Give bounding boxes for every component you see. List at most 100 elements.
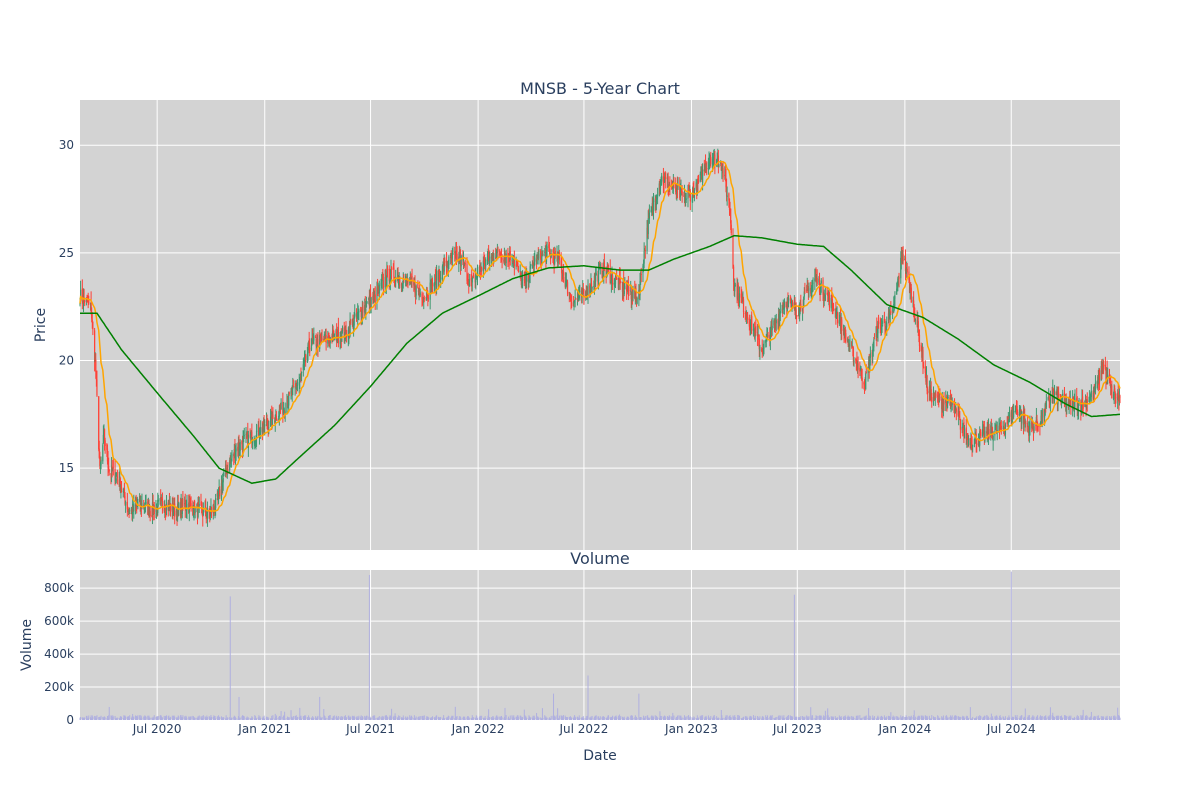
volume-bar bbox=[276, 718, 278, 720]
volume-bar bbox=[623, 716, 625, 720]
candle-body bbox=[1002, 427, 1004, 430]
volume-bar bbox=[546, 717, 548, 720]
volume-bar bbox=[500, 715, 502, 720]
volume-bar bbox=[477, 718, 479, 720]
candle-body bbox=[623, 279, 625, 293]
volume-bar bbox=[800, 716, 802, 720]
volume-bar bbox=[1032, 717, 1034, 720]
volume-bar bbox=[880, 718, 882, 720]
volume-bar bbox=[1000, 717, 1002, 720]
candle-body bbox=[374, 294, 376, 303]
volume-bar bbox=[737, 717, 739, 720]
volume-bar bbox=[459, 718, 461, 720]
candle-body bbox=[766, 333, 769, 335]
candle-body bbox=[958, 413, 960, 419]
candle-body bbox=[828, 293, 831, 308]
candle-body bbox=[345, 325, 347, 330]
candle-body bbox=[758, 335, 760, 340]
volume-bar bbox=[499, 716, 501, 720]
candle-body bbox=[1119, 396, 1121, 398]
candle-body bbox=[523, 277, 525, 279]
candle-body bbox=[1045, 400, 1047, 408]
candle-body bbox=[605, 268, 607, 276]
volume-bar bbox=[913, 715, 915, 720]
volume-bar bbox=[807, 716, 809, 720]
volume-bar bbox=[917, 716, 919, 720]
volume-bar bbox=[391, 708, 393, 720]
volume-bar bbox=[1024, 717, 1026, 720]
volume-bar bbox=[680, 715, 682, 720]
volume-bar bbox=[713, 715, 715, 720]
volume-bar bbox=[848, 716, 850, 720]
volume-bar bbox=[225, 715, 227, 720]
volume-bar bbox=[631, 715, 633, 720]
candle-body bbox=[1094, 382, 1097, 390]
volume-bar bbox=[156, 716, 158, 720]
candle-body bbox=[174, 503, 176, 517]
candle-body bbox=[685, 198, 687, 200]
candle-body bbox=[837, 312, 839, 324]
volume-bar bbox=[235, 718, 237, 720]
volume-bar bbox=[1016, 715, 1018, 720]
volume-bar bbox=[1113, 717, 1115, 720]
volume-bar bbox=[992, 718, 994, 720]
volume-bar bbox=[1086, 716, 1088, 720]
volume-bar bbox=[1061, 717, 1063, 720]
volume-bar bbox=[737, 715, 739, 720]
candle-body bbox=[405, 277, 407, 279]
volume-bar bbox=[1023, 716, 1025, 720]
candle-body bbox=[311, 337, 313, 344]
volume-bar bbox=[822, 717, 824, 720]
volume-bar bbox=[927, 717, 929, 720]
volume-bar bbox=[209, 716, 211, 720]
volume-bar bbox=[382, 716, 384, 720]
candle-body bbox=[689, 191, 691, 202]
volume-bar bbox=[1078, 718, 1080, 720]
volume-bar bbox=[250, 718, 252, 720]
volume-bar bbox=[1081, 715, 1083, 720]
candle-body bbox=[573, 301, 575, 305]
candle-body bbox=[924, 366, 926, 373]
candle-body bbox=[597, 268, 600, 282]
volume-bar bbox=[607, 715, 609, 720]
volume-bar bbox=[740, 718, 742, 720]
volume-bar bbox=[632, 718, 634, 720]
volume-bar bbox=[501, 717, 503, 720]
volume-bar bbox=[417, 717, 419, 720]
candle-body bbox=[90, 300, 92, 313]
candle-body bbox=[306, 353, 309, 362]
candle-body bbox=[914, 318, 916, 321]
volume-bar bbox=[672, 718, 674, 720]
candle-body bbox=[92, 321, 94, 330]
candle-body bbox=[918, 330, 920, 334]
candle-body bbox=[953, 401, 955, 405]
candle-body bbox=[873, 338, 876, 340]
volume-bar bbox=[234, 716, 236, 720]
candle-body bbox=[718, 165, 720, 167]
volume-bar bbox=[902, 716, 904, 720]
volume-bar bbox=[921, 715, 923, 720]
volume-bar bbox=[226, 718, 228, 720]
volume-bar bbox=[471, 717, 473, 720]
volume-bar bbox=[747, 717, 749, 720]
volume-bar bbox=[1052, 716, 1054, 720]
candle-body bbox=[243, 437, 245, 439]
candle-body bbox=[336, 330, 338, 342]
candle-body bbox=[609, 268, 611, 284]
volume-bar bbox=[599, 718, 601, 720]
candle-body bbox=[724, 172, 726, 180]
volume-bar bbox=[785, 717, 787, 720]
candle-body bbox=[104, 440, 106, 447]
candle-body bbox=[861, 377, 863, 382]
volume-bar bbox=[296, 716, 298, 720]
candle-body bbox=[730, 208, 732, 224]
candle-body bbox=[192, 505, 194, 516]
candle-body bbox=[1007, 422, 1009, 424]
volume-bar bbox=[126, 716, 128, 720]
volume-bar bbox=[794, 717, 796, 720]
candle-body bbox=[447, 265, 449, 268]
volume-bar bbox=[984, 715, 986, 720]
volume-bar bbox=[663, 716, 665, 720]
candle-body bbox=[699, 174, 701, 182]
volume-bar bbox=[777, 716, 779, 720]
